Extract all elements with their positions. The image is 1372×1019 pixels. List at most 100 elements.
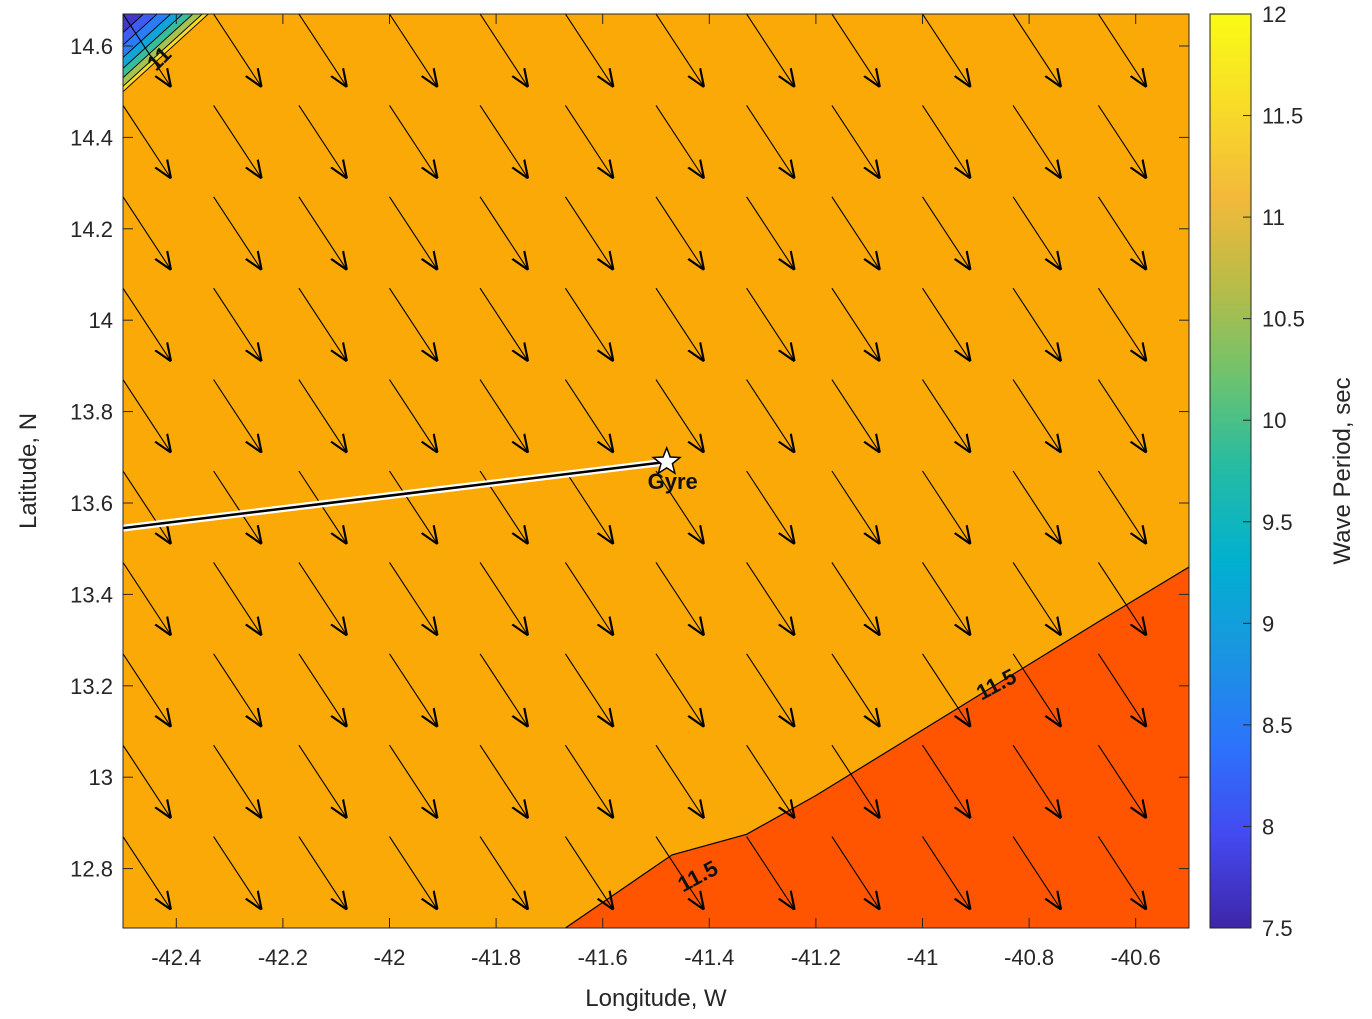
x-tick-label: -41.4 (684, 945, 734, 970)
wave-arrow (746, 14, 795, 87)
wave-arrow (123, 836, 171, 910)
x-tick-label: -40.6 (1111, 945, 1161, 970)
wave-arrow (389, 379, 438, 453)
colorbar-tick-label: 10.5 (1262, 307, 1305, 332)
y-tick-label: 14.4 (70, 125, 113, 150)
wave-arrow (922, 470, 971, 544)
colorbar-tick-label: 10 (1262, 408, 1286, 433)
wave-arrow (746, 562, 795, 635)
contour-band (123, 14, 145, 34)
wave-arrow (1012, 287, 1061, 361)
wave-arrow (746, 927, 748, 928)
wave-arrow (746, 105, 795, 178)
wave-arrow (479, 653, 528, 727)
wave-arrow (389, 196, 438, 270)
wave-arrow (1012, 744, 1061, 818)
wave-arrow (831, 653, 880, 727)
wave-arrow (564, 287, 613, 361)
vector-field (123, 14, 1189, 928)
wave-arrow (1012, 653, 1061, 727)
wave-arrow (1097, 470, 1146, 544)
y-tick-label: 13.2 (70, 674, 113, 699)
colorbar-tick-label: 7.5 (1262, 916, 1293, 941)
wave-arrow (564, 744, 613, 818)
wave-arrow (564, 562, 613, 635)
x-axis-label: Longitude, W (585, 985, 727, 1012)
wave-arrow (389, 105, 438, 178)
wave-arrow (213, 927, 215, 928)
wave-arrow (298, 744, 347, 818)
x-tick-label: -42 (374, 945, 406, 970)
colorbar-tick-label: 12 (1262, 2, 1286, 27)
x-tick-label: -40.8 (1004, 945, 1054, 970)
star-marker (651, 445, 682, 475)
wave-arrow (564, 14, 613, 87)
track-line-core (123, 460, 667, 530)
wave-arrow (746, 379, 795, 453)
wave-arrow (298, 836, 347, 910)
y-tick-label: 14.2 (70, 217, 113, 242)
wave-arrow (213, 379, 262, 453)
wave-arrow (831, 196, 880, 270)
wave-arrow (746, 744, 795, 818)
plot-area: 11.511.511 Gyre (123, 14, 1189, 928)
wave-arrow (564, 836, 613, 910)
wave-arrow (123, 14, 171, 87)
wave-arrow (298, 287, 347, 361)
wave-arrow (1012, 836, 1061, 910)
colorbar: 7.5 8 8.5 9 9.5 10 10.5 11 11.5 12 Wave Period, s… (1209, 2, 1356, 941)
wave-arrow (564, 196, 613, 270)
wave-arrow (213, 105, 262, 178)
wave-arrow (479, 105, 528, 178)
wave-arrow (123, 562, 171, 635)
wave-arrow (389, 562, 438, 635)
colorbar-tick-label: 8.5 (1262, 713, 1293, 738)
wave-arrow (479, 836, 528, 910)
wave-arrow (123, 287, 171, 361)
wave-arrow (655, 836, 704, 910)
wave-arrow (1012, 470, 1061, 544)
track-line (123, 458, 671, 532)
wave-arrow (1097, 105, 1146, 178)
wave-arrow (831, 287, 880, 361)
plot-frame (122, 13, 1190, 929)
wave-arrow (213, 744, 262, 818)
wave-arrow (1097, 653, 1146, 727)
wave-arrow (298, 105, 347, 178)
x-tick-label: -42.4 (151, 945, 201, 970)
wave-arrow (655, 470, 704, 544)
wave-arrow (922, 744, 971, 818)
wave-arrow (746, 653, 795, 727)
wave-arrow (123, 196, 171, 270)
wave-arrow (564, 379, 613, 453)
wave-arrow (1012, 105, 1061, 178)
wave-arrow (655, 14, 704, 87)
wave-arrow (655, 196, 704, 270)
wave-arrow (123, 653, 171, 727)
wave-arrow (746, 287, 795, 361)
colorbar-gradient (1209, 13, 1252, 929)
y-tick-label: 12.8 (70, 857, 113, 882)
star-marker-icon (651, 445, 682, 475)
wave-arrow (1097, 836, 1146, 910)
wave-arrow (922, 836, 971, 910)
wave-arrow (123, 744, 171, 818)
colorbar-tick-label: 9 (1262, 611, 1274, 636)
y-tick-label: 14 (89, 308, 113, 333)
wave-arrow (655, 287, 704, 361)
wave-arrow (922, 14, 971, 87)
wave-arrow (922, 562, 971, 635)
y-tick-label: 13.4 (70, 582, 113, 607)
wave-arrow (298, 653, 347, 727)
wave-arrow (213, 562, 262, 635)
wave-arrow (1097, 744, 1146, 818)
wave-arrow (213, 836, 262, 910)
wave-arrow (746, 196, 795, 270)
wave-arrow (479, 379, 528, 453)
wave-arrow (213, 14, 262, 87)
wave-arrow (922, 287, 971, 361)
colorbar-label: Wave Period, sec (1329, 377, 1356, 564)
wave-arrow (655, 744, 704, 818)
wave-arrow (389, 287, 438, 361)
contour-region-high (565, 567, 1189, 928)
